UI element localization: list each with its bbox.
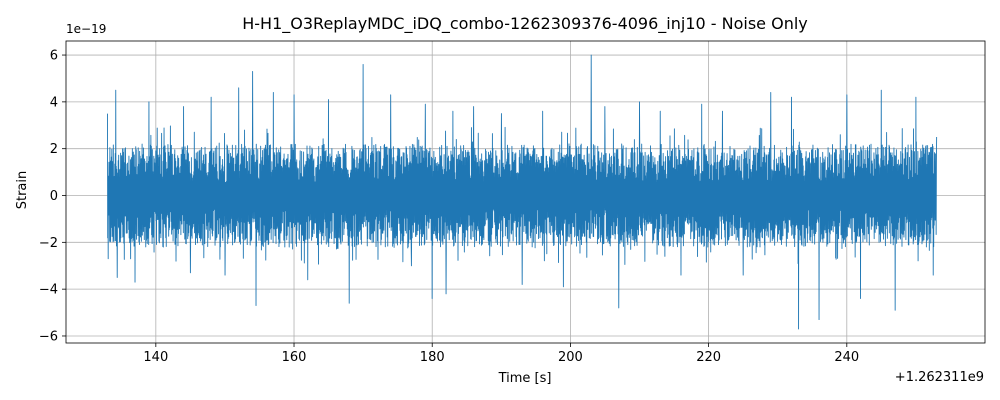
y-tick-label: 0 <box>50 189 58 204</box>
x-tick-label: 240 <box>834 350 859 365</box>
series-strain <box>107 54 938 330</box>
x-axis-label: Time [s] <box>498 371 552 386</box>
x-tick-label: 160 <box>282 350 307 365</box>
y-tick-label: −4 <box>39 283 58 298</box>
axis-ticks: 140 160 180 200 220 240 −6 −4 −2 0 2 4 6 <box>39 49 859 365</box>
y-axis-label: Strain <box>15 171 30 210</box>
y-tick-label: −6 <box>39 329 58 344</box>
chart-title: H-H1_O3ReplayMDC_iDQ_combo-1262309376-40… <box>242 14 808 34</box>
y-tick-label: 6 <box>50 49 58 64</box>
x-tick-label: 220 <box>696 350 721 365</box>
strain-series-line <box>107 54 938 330</box>
x-tick-label: 200 <box>558 350 583 365</box>
y-tick-label: 4 <box>50 95 58 110</box>
x-tick-label: 140 <box>143 350 168 365</box>
y-tick-label: −2 <box>39 236 58 251</box>
plot-frame <box>65 40 986 344</box>
y-scale-label: 1e−19 <box>66 22 106 36</box>
x-tick-label: 180 <box>420 350 445 365</box>
x-offset-label: +1.262311e9 <box>895 370 984 385</box>
y-tick-label: 2 <box>50 142 58 157</box>
